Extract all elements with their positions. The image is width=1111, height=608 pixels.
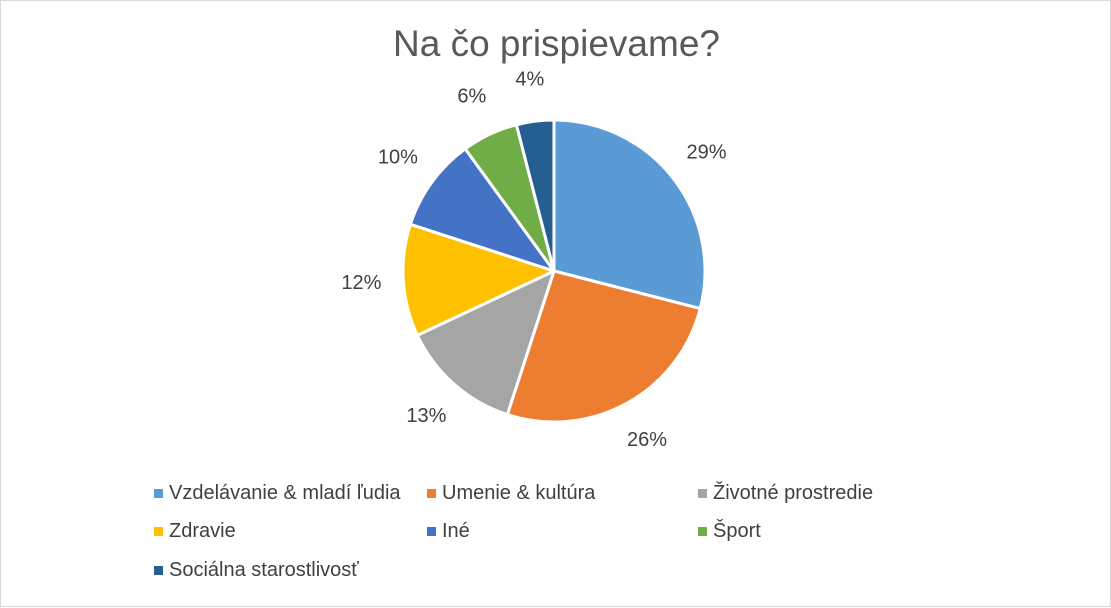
legend-label: Životné prostredie <box>713 482 874 504</box>
data-label-sport: 6% <box>457 85 486 107</box>
legend-item-zivotne-prostredie: Životné prostredie <box>698 482 873 505</box>
legend-item-vzdelavanie-mladi-ludia: Vzdelávanie & mladí ľudia <box>154 482 401 505</box>
chart-title: Na čo prispievame? <box>393 23 720 64</box>
pie-slice-zivotne-prostredie <box>415 269 556 417</box>
legend-label: Sociálna starostlivosť <box>169 559 359 581</box>
legend-swatch <box>698 489 707 498</box>
pie-slice-umenie-kultura <box>505 269 702 424</box>
data-label-ine: 10% <box>378 147 418 169</box>
legend-swatch <box>154 489 163 498</box>
data-label-vzdelavanie-mladi-ludia: 29% <box>686 142 726 164</box>
data-label-socialna-starostlivost: 4% <box>515 69 544 91</box>
pie-data-labels: 29% 26% 13% 12% 10% 6% 4% <box>341 69 726 452</box>
legend-swatch <box>427 489 436 498</box>
legend-item-ine: Iné <box>427 520 470 543</box>
data-label-umenie-kultura: 26% <box>627 429 667 451</box>
pie-slices <box>401 118 707 424</box>
legend-item-umenie-kultura: Umenie & kultúra <box>427 482 595 505</box>
legend-swatch <box>698 527 707 536</box>
pie-slice-zdravie <box>401 222 556 337</box>
legend-label: Umenie & kultúra <box>442 482 596 504</box>
legend-label: Vzdelávanie & mladí ľudia <box>169 482 401 504</box>
data-label-zivotne-prostredie: 13% <box>406 405 446 427</box>
legend-swatch <box>154 527 163 536</box>
legend-label: Iné <box>442 520 470 542</box>
legend-swatch <box>427 527 436 536</box>
legend-label: Šport <box>713 520 761 542</box>
pie-slice-socialna-starostlivost <box>514 118 556 273</box>
pie-slice-vzdelavanie-mladi-ludia <box>552 118 707 311</box>
legend-label: Zdravie <box>169 520 236 542</box>
data-label-zdravie: 12% <box>341 272 381 294</box>
legend-swatch <box>154 566 163 575</box>
legend-item-socialna-starostlivost: Sociálna starostlivosť <box>154 559 359 582</box>
legend-item-sport: Šport <box>698 520 761 543</box>
legend-item-zdravie: Zdravie <box>154 520 236 543</box>
pie-slice-ine <box>408 147 556 273</box>
